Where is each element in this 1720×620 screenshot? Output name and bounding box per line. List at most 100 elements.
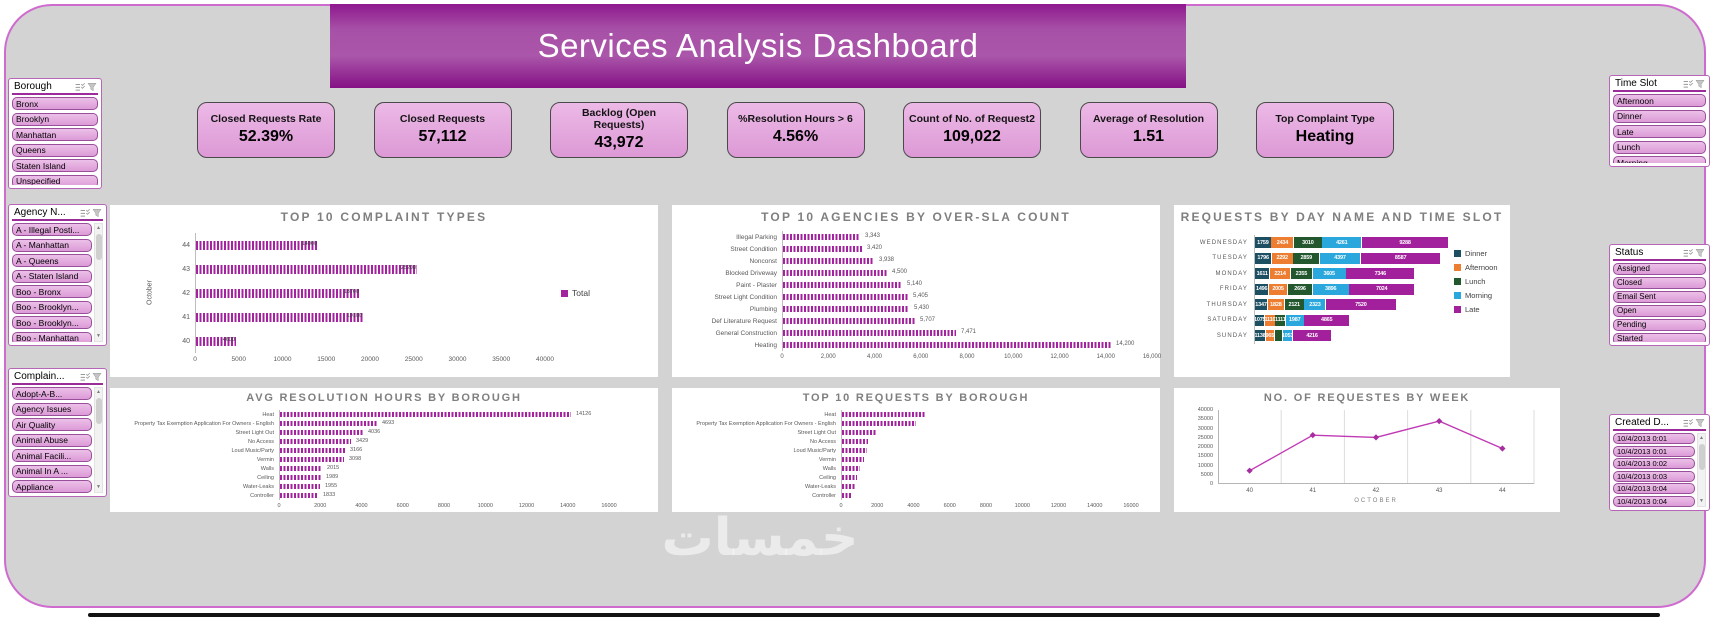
slicer-item[interactable]: A - Staten Island [12,269,92,283]
multiselect-icon[interactable] [1683,418,1693,428]
slicer-item[interactable]: Afternoon [1613,94,1706,107]
slicer-item[interactable]: Pending [1613,319,1706,331]
slicer-item[interactable]: 10/4/2013 0:02 [1613,458,1695,469]
legend: Total [561,288,590,298]
kpi-card: Closed Requests 57,112 [373,102,512,158]
watermark: خمسات [661,508,859,568]
y-axis-title: October [146,280,154,306]
scroll-up-arrow[interactable]: ▲ [1699,435,1704,441]
scrollbar[interactable]: ▲ ▼ [94,387,103,493]
slicer-header: Time Slot [1613,78,1706,92]
scrollbar[interactable]: ▲ ▼ [94,223,103,342]
slicer-item[interactable]: Boo - Manhattan [12,331,92,342]
slicer-item[interactable]: Morning [1613,156,1706,163]
slicer-item[interactable]: Manhattan [12,128,98,141]
axis-tick-label: 10,000 [1004,354,1023,360]
bar [783,246,862,252]
x-axis-title: OCTOBER [1354,498,1398,504]
axis-tick-label: 43 [1435,488,1443,494]
bar [842,421,916,426]
slicer-item[interactable]: Staten Island [12,159,98,172]
slicer-item[interactable]: 10/4/2013 0:03 [1613,470,1695,482]
clear-filter-icon[interactable] [87,82,97,92]
scroll-up-arrow[interactable]: ▲ [96,225,101,231]
slicer-item[interactable]: A - Manhattan [12,238,92,252]
slicer-item[interactable]: Adopt-A-B... [12,387,92,400]
bar-value-label: 3429 [356,437,369,444]
slicer-title: Borough [14,81,52,92]
slicer-item[interactable]: A - Queens [12,254,92,267]
slicer-item[interactable]: 10/4/2013 0:04 [1613,483,1695,494]
scroll-thumb[interactable] [95,398,102,424]
stacked-segment: 1796 [1255,252,1272,264]
scroll-down-arrow[interactable]: ▼ [1699,498,1704,504]
slicer-item[interactable]: 10/4/2013 0:01 [1613,433,1695,444]
scroll-down-arrow[interactable]: ▼ [96,484,101,490]
multiselect-icon[interactable] [80,372,90,382]
slicer-item[interactable]: Animal Abuse [12,433,92,447]
clear-filter-icon[interactable] [92,208,102,218]
slicer-item[interactable]: Bronx [12,97,98,110]
axis-tick-label: 5000 [231,356,246,363]
multiselect-icon[interactable] [75,82,85,92]
slicer-item[interactable]: 10/4/2013 0:01 [1613,445,1695,457]
axis-tick-label: 12,000 [1050,354,1069,360]
bar [842,412,926,417]
stacked-segment: 1611 [1255,268,1270,280]
slicer-item[interactable]: Boo - Brooklyn... [12,300,92,314]
scroll-thumb[interactable] [95,234,102,260]
legend-item: Dinner [1454,249,1498,258]
scroll-thumb[interactable] [1698,444,1705,470]
axis-tick-label: 15000 [317,356,336,363]
category-label: No Access [810,438,836,445]
clear-filter-icon[interactable] [1695,79,1705,89]
stacked-segment: 1828 [1267,299,1285,311]
multiselect-icon[interactable] [80,208,90,218]
bar [842,475,857,480]
stacked-segment: 1759 [1255,237,1271,249]
stacked-segment: 1138 [1255,330,1265,342]
slicer-item[interactable]: Email Sent [1613,291,1706,303]
multiselect-icon[interactable] [1683,79,1693,89]
stacked-segment: 3605 [1312,268,1346,280]
scroll-down-arrow[interactable]: ▼ [96,333,101,339]
axis-tick-label: 35000 [1197,416,1213,423]
slicer-item[interactable]: Appliance [12,480,92,493]
slicer-item[interactable]: Open [1613,305,1706,317]
slicer-item[interactable]: Late [1613,125,1706,138]
slicer-item[interactable]: Unspecified [12,174,98,185]
axis-tick-label: 25000 [404,356,423,363]
slicer-item[interactable]: Lunch [1613,140,1706,154]
legend-label: Afternoon [1465,263,1498,272]
slicer-item[interactable]: Animal Facili... [12,449,92,462]
slicer-item[interactable]: Boo - Bronx [12,285,92,298]
category-label: 41 [182,313,190,321]
multiselect-icon[interactable] [1683,248,1693,258]
slicer-item[interactable]: 10/4/2013 0:04 [1613,495,1695,507]
clear-filter-icon[interactable] [92,372,102,382]
axis-tick-label: 40000 [535,356,555,363]
scrollbar[interactable]: ▲ ▼ [1697,433,1706,507]
slicer-item[interactable]: Brooklyn [12,112,98,126]
bar-value-label: 4693 [382,419,395,426]
data-point-marker [1436,417,1443,425]
axis-tick-label: 30000 [1197,425,1213,432]
slicer-item[interactable]: Closed [1613,277,1706,289]
slicer-item[interactable]: Agency Issues [12,402,92,416]
slicer-item[interactable]: Air Quality [12,418,92,431]
kpi-label: Count of No. of Request2 [909,112,1035,125]
clear-filter-icon[interactable] [1695,418,1705,428]
kpi-value: 52.39% [238,128,294,146]
slicer-item[interactable]: Dinner [1613,109,1706,123]
slicer-item[interactable]: A - Illegal Posti... [12,223,92,236]
slicer-item[interactable]: Assigned [1613,263,1706,275]
scroll-up-arrow[interactable]: ▲ [96,389,101,395]
legend-swatch [1454,292,1461,299]
slicer-item[interactable]: Started [1613,333,1706,342]
slicer-item[interactable]: Animal In A ... [12,464,92,478]
legend-label: Total [572,288,590,298]
axis-tick-label: 16000 [601,503,617,509]
slicer-item[interactable]: Queens [12,143,98,157]
clear-filter-icon[interactable] [1695,248,1705,258]
slicer-item[interactable]: Boo - Brooklyn... [12,316,92,329]
